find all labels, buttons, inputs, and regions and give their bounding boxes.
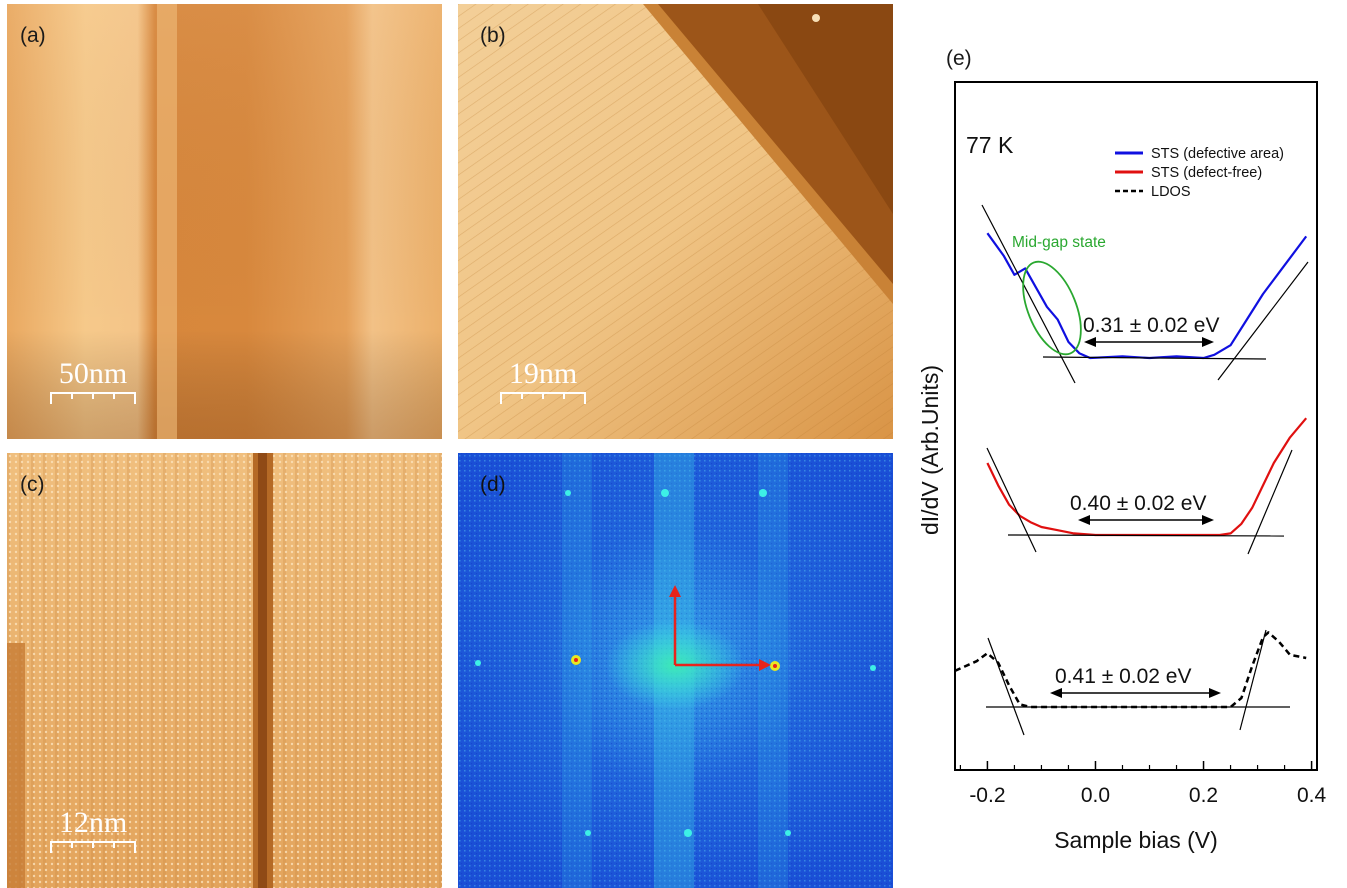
scale-bar-c: 12nm: [50, 808, 136, 853]
legend: STS (defective area) STS (defect-free) L…: [1115, 146, 1284, 200]
x-axis-ticks: -0.2 0.0 0.2 0.4: [959, 761, 1327, 807]
fft-vector-arrows: [669, 585, 771, 671]
fit-line-defect-free-baseline: [1007, 534, 1285, 537]
series-line-defective: [986, 232, 1308, 360]
data-curves: [954, 232, 1308, 709]
panel-label-b: (b): [480, 24, 506, 47]
fft-image-d: (d): [458, 453, 893, 888]
stm-image-c-graphic: [7, 453, 442, 888]
fit-line-defective-left: [981, 204, 1076, 384]
legend-label-ldos: LDOS: [1151, 184, 1191, 200]
panel-label-c: (c): [20, 473, 45, 496]
x-axis-label: Sample bias (V): [1054, 827, 1218, 853]
fit-line-defective-baseline: [1042, 356, 1267, 360]
fit-lines: [981, 204, 1309, 736]
sts-chart: (e) 77 K dI/dV (Arb.Units) Sample bias (…: [917, 47, 1327, 853]
x-tick-label: 0.4: [1297, 784, 1327, 807]
stm-image-c: (c) 12nm: [7, 453, 442, 888]
legend-label-defect-free: STS (defect-free): [1151, 165, 1262, 181]
gap-label-ldos: 0.41 ± 0.02 eV: [1055, 665, 1191, 688]
fit-line-defect-free-right: [1247, 449, 1293, 555]
fft-image-d-graphic: [458, 453, 893, 888]
fit-line-ldos-left: [987, 637, 1025, 736]
stm-image-b: (b) 19nm: [458, 4, 893, 439]
stm-image-b-graphic: [458, 4, 893, 439]
fit-line-defective-right: [1217, 261, 1309, 381]
scale-bar-a: 50nm: [50, 359, 136, 404]
scale-bar-label-c: 12nm: [58, 806, 128, 839]
scale-bar-line-b: [500, 392, 586, 404]
stm-image-a-graphic: [7, 4, 442, 439]
gap-arrows: [1050, 337, 1221, 698]
panel-label-e: (e): [946, 47, 972, 70]
gap-label-defective: 0.31 ± 0.02 eV: [1083, 314, 1219, 337]
x-tick-label: 0.0: [1081, 784, 1110, 807]
midgap-state-ellipse: [1022, 260, 1082, 356]
y-axis-label: dI/dV (Arb.Units): [917, 365, 943, 535]
legend-label-defective: STS (defective area): [1151, 146, 1284, 162]
series-line-defect-free: [986, 417, 1308, 537]
scale-bar-label-b: 19nm: [508, 357, 578, 390]
scale-bar-label-a: 50nm: [58, 357, 128, 390]
scale-bar-line-c: [50, 841, 136, 853]
scale-bar-line-a: [50, 392, 136, 404]
x-tick-label: -0.2: [969, 784, 1005, 807]
panel-label-d: (d): [480, 473, 506, 496]
temperature-label: 77 K: [966, 132, 1014, 158]
fit-line-defect-free-left: [986, 447, 1037, 553]
x-tick-label: 0.2: [1189, 784, 1218, 807]
scale-bar-b: 19nm: [500, 359, 586, 404]
panel-label-a: (a): [20, 24, 46, 47]
stm-image-a: (a) 50nm: [7, 4, 442, 439]
gap-label-defect-free: 0.40 ± 0.02 eV: [1070, 492, 1206, 515]
fit-line-ldos-right: [1239, 629, 1267, 731]
plot-frame: [954, 81, 1318, 771]
midgap-state-label: Mid-gap state: [1012, 234, 1106, 251]
